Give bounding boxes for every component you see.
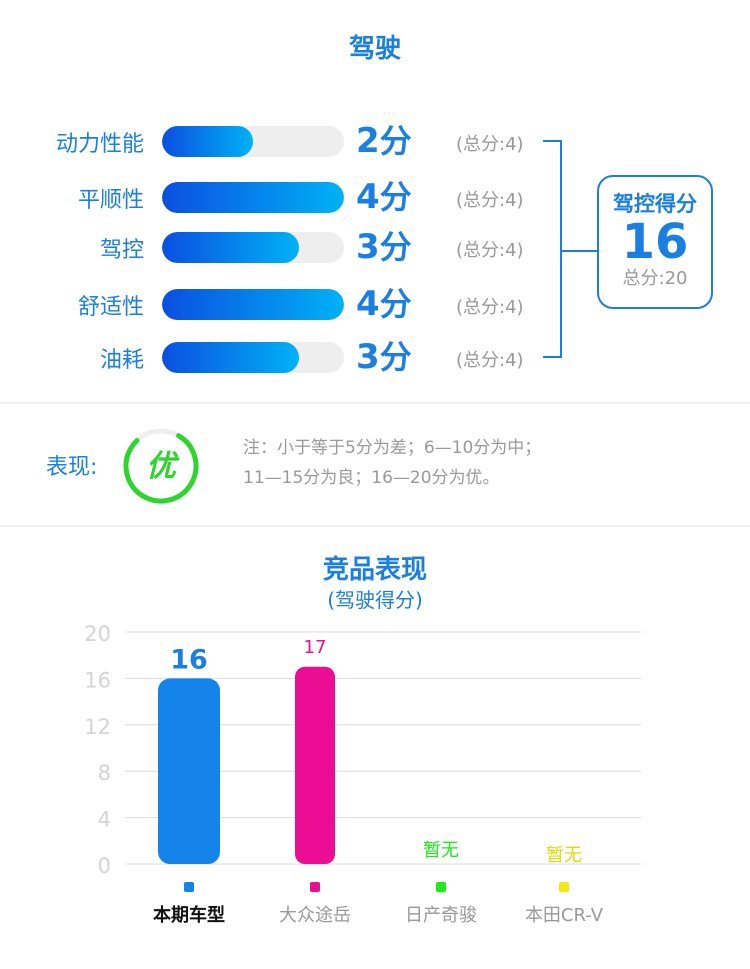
legend-dot [184,882,194,892]
score-max: (总分:4) [456,240,524,261]
bar [158,678,220,864]
score-number: 2 [356,121,380,161]
score-number: 4 [356,284,380,324]
score-unit: 分 [379,285,412,323]
rating-badge: 优 [123,428,199,504]
score-bar-track [162,182,344,213]
category-label: 本田CR-V [525,905,604,926]
score-row-label: 驾控 [99,238,144,263]
score-bar-fill [162,289,344,320]
score-row-label: 平顺性 [77,188,144,213]
legend-dot [436,882,446,892]
y-tick-label: 20 [84,622,111,646]
score-number: 4 [356,177,380,217]
total-score-max: 总分:20 [622,267,688,289]
score-number: 3 [356,337,380,377]
total-score-value: 16 [621,214,689,271]
divider [0,525,750,527]
y-tick-label: 16 [84,668,111,692]
bar-value-label: 暂无 [423,840,459,861]
legend-dot [559,882,569,892]
note-line-2: 11—15分为良；16—20分为优。 [243,468,500,488]
score-row-label: 油耗 [99,348,144,373]
total-score-box: 驾控得分 16 总分:20 [597,175,713,309]
score-bar-track [162,232,344,263]
score-max: (总分:4) [456,134,524,155]
score-value: 4分 [356,180,412,214]
rating-badge-ring [123,428,199,504]
chart-title: 竞品表现 [322,555,427,585]
score-row-label: 动力性能 [55,132,144,157]
divider [0,402,750,404]
rating-badge-text: 优 [146,449,180,484]
score-unit: 分 [379,122,412,160]
category-label: 本期车型 [153,904,225,926]
score-number: 3 [356,227,380,267]
score-bar-fill [162,126,253,157]
score-value: 2分 [356,124,412,158]
score-bar-track [162,342,344,373]
score-unit: 分 [379,178,412,216]
category-label: 日产奇骏 [405,905,477,926]
score-bar-fill [162,232,299,263]
score-max: (总分:4) [456,297,524,318]
score-value: 4分 [356,287,412,321]
score-unit: 分 [379,338,412,376]
bar-value-label: 16 [170,644,208,675]
score-bar-fill [162,182,344,213]
score-bar-fill [162,342,299,373]
bar [295,666,335,864]
y-tick-label: 4 [98,808,111,832]
score-unit: 分 [379,228,412,266]
score-max: (总分:4) [456,350,524,371]
bar-value-label: 17 [304,637,327,658]
category-label: 大众途岳 [279,905,351,926]
performance-label: 表现: [46,455,98,480]
score-value: 3分 [356,230,412,264]
y-tick-label: 0 [98,854,111,878]
score-bar-track [162,126,344,157]
legend-dot [310,882,320,892]
y-tick-label: 8 [98,761,111,785]
note-line-1: 注：小于等于5分为差；6—10分为中； [243,438,542,458]
score-value: 3分 [356,340,412,374]
y-tick-label: 12 [84,715,111,739]
score-row-label: 舒适性 [77,295,144,320]
section-title: 驾驶 [348,34,401,64]
score-max: (总分:4) [456,190,524,211]
bar-value-label: 暂无 [546,845,582,866]
chart-subtitle: (驾驶得分) [327,588,423,612]
total-score-label: 驾控得分 [613,192,697,216]
score-bar-track [162,289,344,320]
